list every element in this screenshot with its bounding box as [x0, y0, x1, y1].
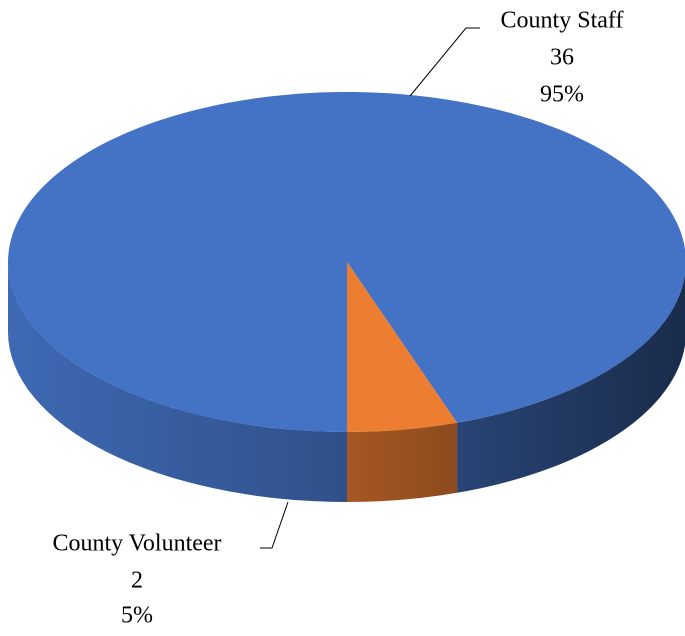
side-shade [457, 274, 685, 493]
slice [347, 262, 458, 432]
slice-label: County Staff [501, 8, 624, 34]
slice [8, 92, 685, 432]
leader-line [409, 27, 480, 97]
leader-line [260, 501, 289, 549]
slice-percent: 5% [121, 603, 153, 629]
slice-value: 2 [131, 568, 143, 594]
slice-percent: 95% [540, 82, 584, 108]
pie [8, 92, 685, 502]
side-shade [8, 262, 347, 502]
slice-label: County Volunteer [52, 531, 221, 557]
side-shade [347, 422, 458, 502]
slice-value: 36 [550, 45, 574, 71]
